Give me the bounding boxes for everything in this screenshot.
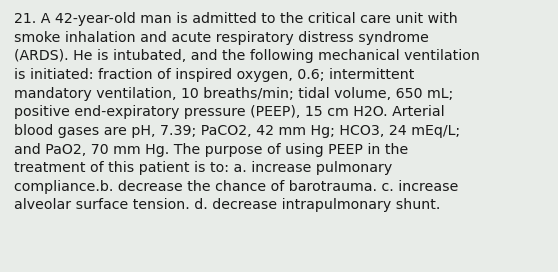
Text: 21. A 42-year-old man is admitted to the critical care unit with
smoke inhalatio: 21. A 42-year-old man is admitted to the…	[14, 12, 480, 212]
